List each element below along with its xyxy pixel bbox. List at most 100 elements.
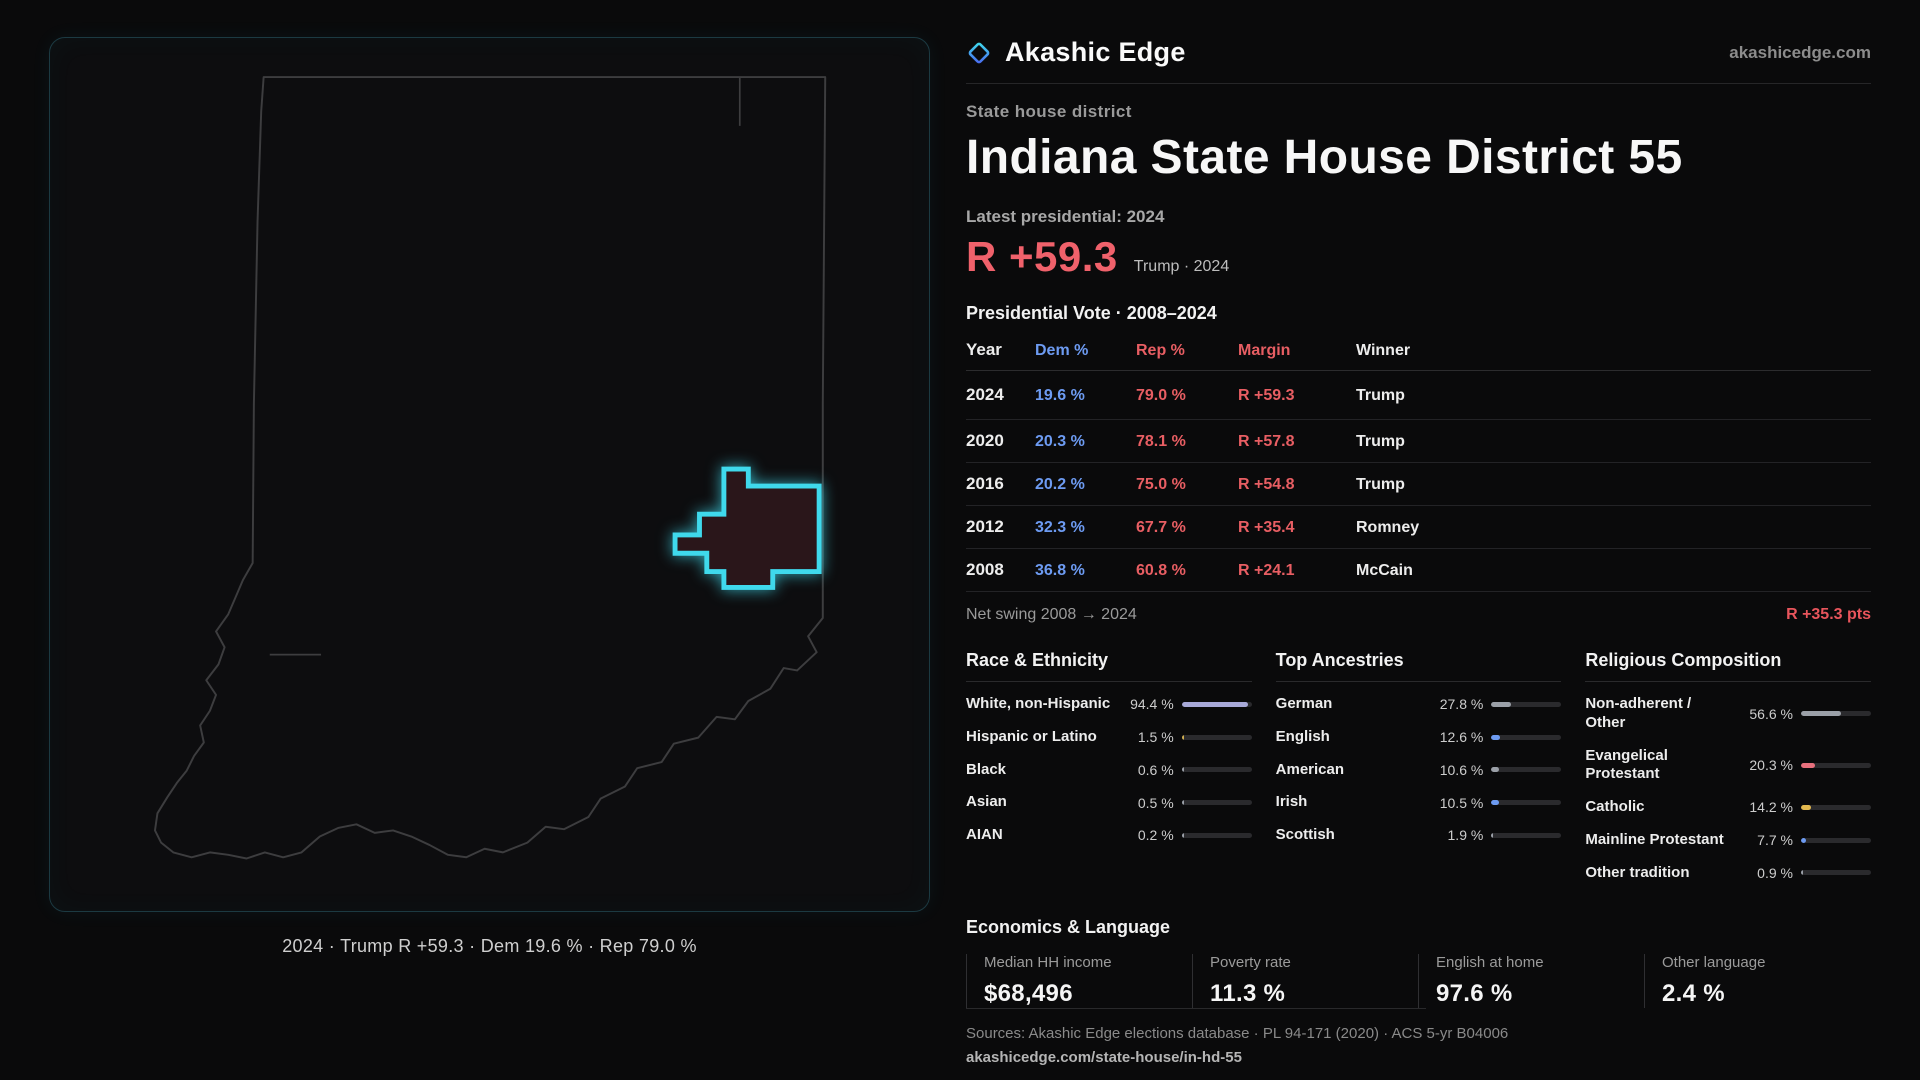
footer-permalink-link[interactable]: akashicedge.com/state-house/in-hd-55 [966, 1049, 1242, 1067]
col-year: Year [966, 340, 1002, 359]
col-dem: Dem % [1035, 342, 1089, 359]
cell-winner: Romney [1356, 519, 1420, 536]
cell-year: 2016 [966, 474, 1004, 493]
list-item: American 10.6 % [1276, 754, 1562, 787]
district-55-shape [672, 466, 822, 590]
item-value: 0.6 % [1137, 761, 1174, 778]
list-item: Non-adherent / Other 56.6 % [1585, 688, 1871, 740]
item-value: 0.2 % [1137, 827, 1174, 844]
cell-year: 2012 [966, 517, 1004, 536]
item-bar [1491, 767, 1562, 773]
item-value: 94.4 % [1130, 696, 1174, 713]
cell-winner: Trump [1356, 387, 1405, 404]
list-item: Hispanic or Latino 1.5 % [966, 721, 1252, 754]
item-bar [1491, 832, 1562, 838]
item-label: Hispanic or Latino [966, 727, 1097, 745]
race-ethnicity-title: Race & Ethnicity [966, 650, 1252, 682]
indiana-map [154, 76, 827, 860]
cell-year: 2008 [966, 560, 1004, 579]
item-value: 1.9 % [1447, 827, 1484, 844]
cell-dem: 36.8 % [1035, 562, 1085, 579]
list-item: Irish 10.5 % [1276, 786, 1562, 819]
cell-year: 2024 [966, 385, 1004, 404]
stat-value: $68,496 [984, 980, 1073, 1008]
item-bar [1491, 701, 1562, 707]
cell-dem: 32.3 % [1035, 519, 1085, 536]
economics-title: Economics & Language [966, 917, 1171, 938]
item-label: German [1275, 695, 1333, 712]
item-label: Irish [1275, 793, 1308, 811]
stat-poverty-rate: Poverty rate 11.3 % [1192, 954, 1418, 1009]
map-caption: 2024 · Trump R +59.3 · Dem 19.6 % · Rep … [282, 936, 697, 956]
list-item: Asian 0.5 % [966, 786, 1252, 819]
table-row: 2012 32.3 % 67.7 % R +35.4 Romney [966, 506, 1871, 549]
content-column: Akashic Edge akashicedge.com State house… [966, 37, 1871, 1066]
item-bar [1800, 870, 1871, 876]
item-value: 56.6 % [1749, 705, 1793, 722]
list-item: Scottish 1.9 % [1276, 819, 1562, 852]
item-value: 20.3 % [1749, 757, 1793, 774]
cell-dem: 19.6 % [1035, 387, 1085, 404]
brand-header: Akashic Edge akashicedge.com [966, 37, 1871, 84]
cell-margin: R +54.8 [1238, 476, 1295, 493]
cell-year: 2020 [966, 431, 1004, 450]
kicker-label: State house district [966, 102, 1132, 121]
cell-winner: Trump [1356, 433, 1405, 450]
net-swing-label: Net swing 2008 → 2024 [966, 606, 1137, 623]
table-row: 2024 19.6 % 79.0 % R +59.3 Trump [966, 371, 1871, 420]
cell-rep: 60.8 % [1136, 562, 1186, 579]
top-ancestries-title: Top Ancestries [1275, 650, 1562, 682]
item-label: Scottish [1275, 826, 1335, 843]
item-label: American [1275, 760, 1345, 778]
net-swing-value: R +35.3 pts [1786, 606, 1871, 623]
stat-other-language: Other language 2.4 % [1644, 954, 1870, 1009]
list-item: Other tradition 0.9 % [1585, 857, 1871, 890]
item-label: English [1275, 727, 1330, 745]
cell-margin: R +35.4 [1238, 519, 1295, 536]
demographics-section: Race & Ethnicity White, non-Hispanic 94.… [966, 650, 1871, 889]
top-ancestries-column: Top Ancestries German 27.8 % English 12.… [1275, 650, 1562, 889]
item-label: Black [966, 760, 1007, 778]
item-value: 0.9 % [1757, 864, 1793, 881]
item-bar [1181, 800, 1252, 806]
cell-margin: R +57.8 [1238, 433, 1295, 450]
item-label: Mainline Protestant [1585, 830, 1724, 848]
item-value: 14.2 % [1749, 799, 1793, 816]
cell-margin: R +59.3 [1238, 387, 1295, 404]
list-item: English 12.6 % [1276, 721, 1562, 754]
list-item: Evangelical Protestant 20.3 % [1585, 740, 1871, 792]
presidential-vote-table: Year Dem % Rep % Margin Winner 2024 19.6… [966, 334, 1871, 592]
diamond-logo-icon [968, 42, 990, 63]
cell-winner: McCain [1356, 562, 1413, 579]
col-winner: Winner [1356, 342, 1411, 359]
item-label: Catholic [1585, 798, 1645, 815]
item-value: 27.8 % [1439, 696, 1484, 713]
item-label: AIAN [966, 826, 1003, 843]
item-label: Other tradition [1585, 863, 1690, 881]
item-bar [1800, 837, 1871, 843]
item-value: 12.6 % [1439, 729, 1484, 746]
col-margin: Margin [1238, 342, 1291, 359]
stat-label: Poverty rate [1210, 954, 1291, 972]
list-item: Catholic 14.2 % [1585, 791, 1871, 824]
item-bar [1800, 711, 1871, 717]
item-bar [1181, 767, 1252, 773]
list-item: Mainline Protestant 7.7 % [1585, 824, 1871, 857]
map-panel [49, 37, 930, 912]
headline-margin-block: R +59.3 Trump · 2024 [966, 233, 1871, 281]
stat-value: 11.3 % [1210, 980, 1286, 1008]
page-title: Indiana State House District 55 [966, 131, 1683, 184]
item-value: 10.6 % [1439, 761, 1484, 778]
item-value: 10.5 % [1439, 794, 1484, 811]
item-label: White, non-Hispanic [966, 695, 1111, 712]
cell-rep: 67.7 % [1136, 519, 1186, 536]
latest-presidential-label: Latest presidential: 2024 [966, 207, 1165, 226]
cell-dem: 20.3 % [1035, 433, 1085, 450]
cell-rep: 75.0 % [1136, 476, 1186, 493]
map-column: 2024 · Trump R +59.3 · Dem 19.6 % · Rep … [49, 37, 930, 1037]
footer: Sources: Akashic Edge elections database… [966, 1008, 1871, 1066]
cell-margin: R +24.1 [1238, 562, 1295, 579]
brand-site-link[interactable]: akashicedge.com [1729, 42, 1871, 62]
cell-dem: 20.2 % [1035, 476, 1085, 493]
